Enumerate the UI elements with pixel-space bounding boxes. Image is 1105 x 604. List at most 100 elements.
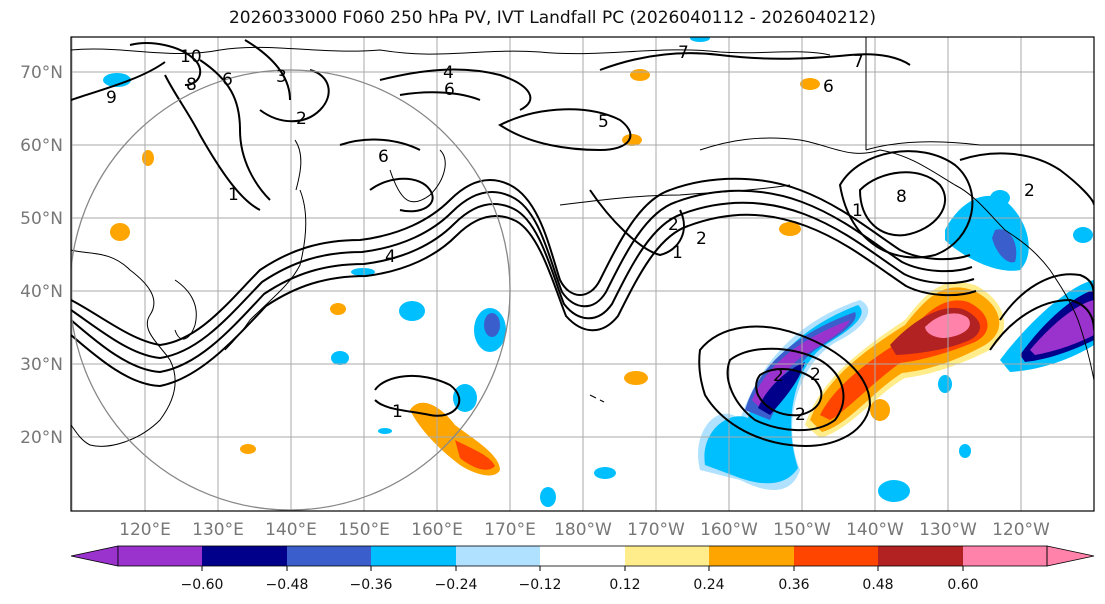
contour-jet-4 — [71, 213, 977, 388]
blob-sky-7 — [594, 467, 616, 479]
coast-korea — [174, 279, 197, 340]
contour-label: 4 — [385, 247, 396, 267]
lat-label: 20°N — [20, 428, 63, 448]
lon-label: 140°E — [265, 520, 317, 540]
lon-label: 170°W — [627, 520, 685, 540]
blob-orange-9 — [870, 399, 890, 421]
lon-label: 160°W — [700, 520, 758, 540]
blob-sky-10 — [938, 375, 952, 393]
blob-sky-8 — [540, 487, 556, 507]
colorbar-segment-11 — [963, 546, 1047, 566]
contour-label: 4 — [443, 63, 454, 83]
contour-label: 2 — [773, 366, 784, 386]
contour-2-right — [959, 152, 1094, 206]
colorbar-arrow-left — [70, 545, 119, 567]
blob-sky-2 — [399, 301, 425, 321]
contour-label: 3 — [276, 67, 287, 87]
contour-label: 6 — [222, 70, 233, 90]
colorbar-segment-5 — [456, 546, 540, 566]
colorbar-segment-8 — [709, 546, 794, 566]
blob-orange-10 — [240, 444, 256, 454]
contour-jet-3 — [71, 201, 975, 374]
blob-orange-1 — [142, 150, 154, 166]
coast-hawaii — [589, 394, 605, 403]
neg-anomaly-navy — [758, 362, 805, 415]
contour-label: 6 — [444, 80, 455, 100]
lon-label: 150°W — [773, 520, 831, 540]
coast-canada-border — [865, 37, 1094, 151]
latitude-labels: 70°N 60°N 50°N 40°N 30°N 20°N — [20, 63, 63, 448]
blob-orange-3 — [630, 69, 650, 81]
lon-label: 180°W — [554, 520, 612, 540]
contour-label: 1 — [392, 402, 403, 422]
lat-label: 30°N — [20, 355, 63, 375]
plot-frame — [70, 36, 1095, 512]
contour-cutoff-2 — [726, 347, 845, 432]
colorbar-tick-label: −0.36 — [350, 577, 393, 593]
contour-2 — [259, 69, 330, 123]
range-circle — [71, 69, 511, 511]
contour-6-left — [199, 59, 271, 201]
lat-label: 40°N — [20, 282, 63, 302]
pos-anomaly-pink — [925, 313, 970, 338]
lon-label: 120°E — [119, 520, 171, 540]
contour-label: 8 — [186, 75, 197, 95]
colorbar: −0.60 −0.48 −0.36 −0.24 −0.12 0.12 0.24 … — [70, 545, 1095, 593]
colorbar-tick-label: 0.60 — [947, 577, 978, 593]
contour-4 — [379, 68, 532, 111]
blob-sky-11 — [1073, 227, 1093, 243]
contour-label: 1 — [672, 243, 683, 263]
contour-6-mid — [399, 91, 481, 101]
blob-sky-6 — [351, 268, 375, 276]
contour-east-low — [999, 273, 1094, 321]
map-title: 2026033000 F060 250 hPa PV, IVT Landfall… — [228, 8, 876, 28]
blob-sky-15 — [690, 37, 710, 42]
lon-label: 150°E — [338, 520, 390, 540]
contour-label: 6 — [378, 147, 389, 167]
contour-label: 2 — [668, 215, 679, 235]
blob-orange-2 — [110, 223, 130, 241]
colorbar-tick-label: 0.36 — [778, 577, 809, 593]
colorbar-tick-label: −0.24 — [435, 577, 478, 593]
colorbar-segment-4 — [371, 546, 456, 566]
lon-label: 160°E — [411, 520, 463, 540]
contour-ridge-7 — [599, 52, 911, 71]
pos-anomaly-pacific-red — [455, 440, 495, 470]
contour-label: 2 — [696, 229, 707, 249]
contour-east-low-2 — [989, 298, 1094, 351]
contour-3 — [244, 39, 291, 101]
colorbar-segment-3 — [287, 546, 371, 566]
lon-label: 130°W — [919, 520, 977, 540]
contour-1-loop — [374, 374, 461, 417]
colorbar-segment-9 — [794, 546, 878, 566]
colorbar-frame — [117, 545, 1048, 567]
contour-label: 2 — [810, 365, 821, 385]
contour-8 — [164, 74, 261, 211]
blob-sky-4 — [331, 351, 349, 365]
contour-trough-1 — [589, 189, 685, 257]
neg-anomaly-coast-purple — [1030, 300, 1094, 355]
contour-label: 2 — [795, 405, 806, 425]
lat-label: 70°N — [20, 63, 63, 83]
blob-sky-12 — [959, 444, 971, 458]
contour-label: 6 — [823, 77, 834, 97]
blob-orange-7 — [330, 303, 346, 315]
blob-blue-3 — [484, 313, 500, 337]
contour-label: 10 — [180, 47, 202, 67]
colorbar-tick-label: −0.12 — [519, 577, 562, 593]
contour-jet-1 — [71, 177, 971, 347]
lon-label: 140°W — [846, 520, 904, 540]
blob-orange-4 — [800, 78, 820, 90]
blob-orange-8 — [624, 371, 648, 385]
lat-label: 50°N — [20, 209, 63, 229]
colorbar-segment-10 — [878, 546, 963, 566]
colorbar-segment-2 — [202, 546, 287, 566]
colorbar-tick-label: 0.12 — [609, 577, 640, 593]
contour-label-group: 10 9 8 6 3 2 7 4 6 5 7 6 1 4 6 1 2 1 2 8… — [106, 43, 1035, 425]
blob-sky-9 — [878, 480, 910, 502]
contour-low-8 — [858, 171, 946, 237]
blob-sky-14 — [990, 190, 1010, 206]
colorbar-segment-6 — [540, 546, 625, 566]
contour-1-mid — [369, 177, 434, 213]
